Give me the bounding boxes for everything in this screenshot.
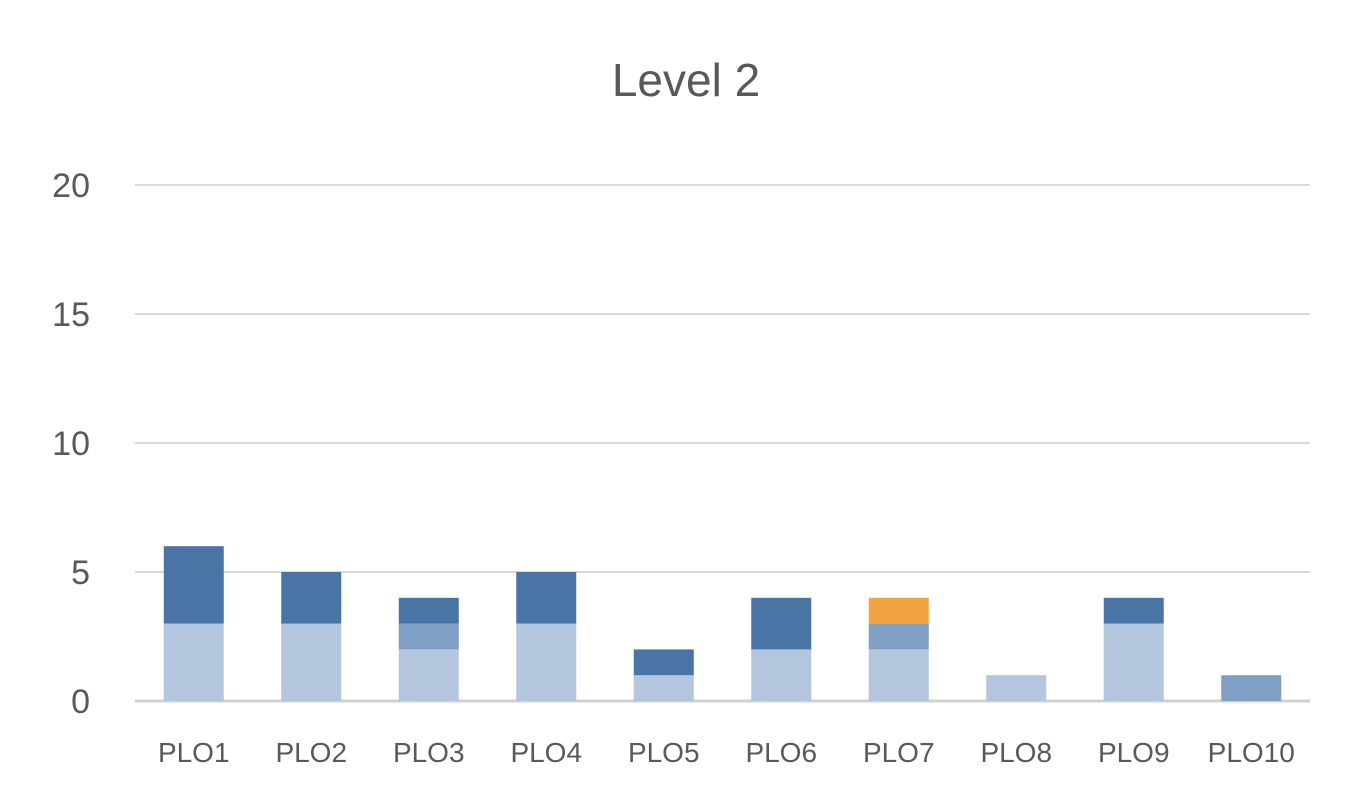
- x-tick-label: PLO3: [393, 737, 465, 768]
- bar-segment-plo5-series1: [633, 675, 694, 701]
- bar-segment-plo5-series3: [633, 649, 694, 676]
- x-tick-label: PLO1: [158, 737, 230, 768]
- y-tick-label: 15: [52, 296, 90, 334]
- bar-segment-plo1-series3: [163, 546, 224, 624]
- bar-segment-plo3-series3: [398, 597, 459, 624]
- bar-segment-plo7-series1: [868, 649, 929, 701]
- bar-segment-plo2-series1: [281, 623, 342, 701]
- x-tick-label: PLO10: [1208, 737, 1295, 768]
- y-tick-label: 20: [52, 167, 90, 205]
- y-tick-label: 5: [71, 554, 90, 592]
- bar-segment-plo2-series3: [281, 572, 342, 624]
- bars: [163, 546, 1282, 701]
- chart-title: Level 2: [612, 54, 760, 106]
- bar-segment-plo9-series1: [1103, 623, 1164, 701]
- y-axis-ticks: 0 5 10 15 20: [52, 167, 90, 721]
- y-tick-label: 0: [71, 683, 90, 721]
- x-tick-label: PLO9: [1098, 737, 1170, 768]
- x-tick-label: PLO2: [275, 737, 347, 768]
- bar-segment-plo8-series1: [986, 675, 1047, 701]
- bar-segment-plo4-series1: [516, 623, 577, 701]
- x-tick-label: PLO6: [745, 737, 817, 768]
- y-tick-label: 10: [52, 425, 90, 463]
- x-tick-label: PLO4: [510, 737, 582, 768]
- bar-segment-plo3-series1: [398, 649, 459, 701]
- x-tick-label: PLO7: [863, 737, 935, 768]
- bar-segment-plo1-series1: [163, 623, 224, 701]
- x-axis-ticks: PLO1 PLO2 PLO3 PLO4 PLO5 PLO6 PLO7 PLO8 PLO9 PLO1…: [158, 737, 1295, 768]
- bar-segment-plo10-series2: [1221, 675, 1282, 701]
- bar-segment-plo7-series4: [868, 597, 929, 624]
- bar-segment-plo3-series2: [398, 623, 459, 650]
- bar-segment-plo7-series2: [868, 623, 929, 650]
- bar-segment-plo6-series3: [751, 597, 812, 650]
- bar-segment-plo9-series3: [1103, 597, 1164, 624]
- bar-segment-plo4-series3: [516, 572, 577, 624]
- x-tick-label: PLO8: [980, 737, 1052, 768]
- bar-segment-plo6-series1: [751, 649, 812, 701]
- x-tick-label: PLO5: [628, 737, 700, 768]
